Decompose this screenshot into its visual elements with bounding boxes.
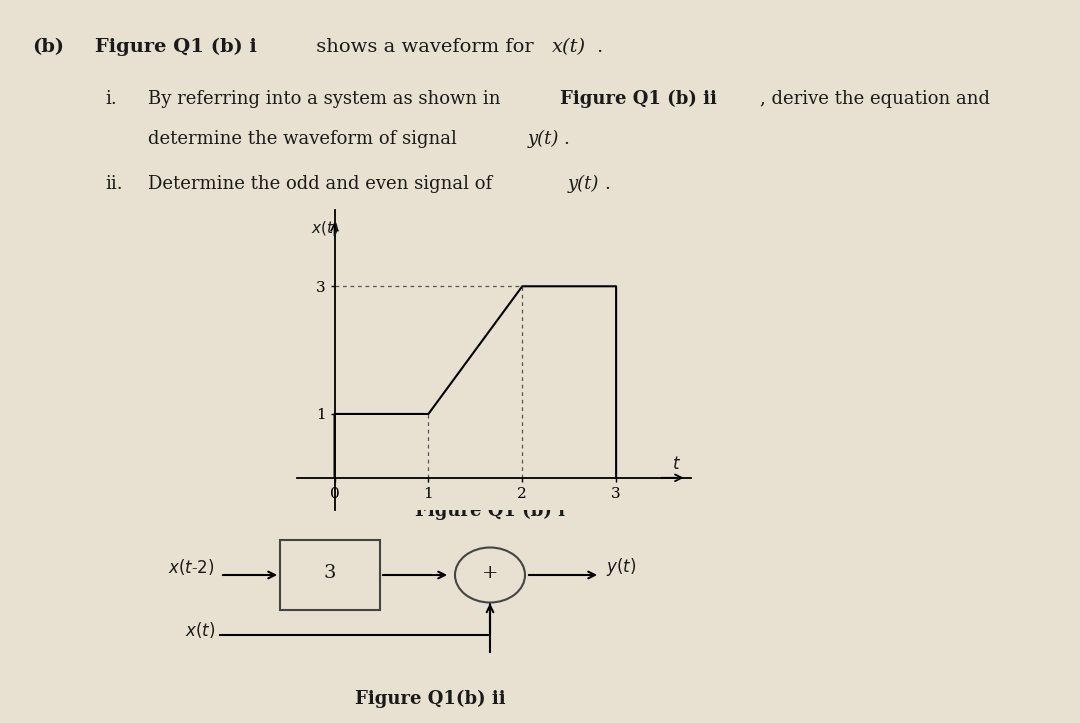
Text: i.: i. xyxy=(105,90,117,108)
Text: 3: 3 xyxy=(324,564,336,582)
Text: Figure Q1 (b) ii: Figure Q1 (b) ii xyxy=(561,90,717,108)
Text: +: + xyxy=(482,564,498,582)
Text: y(t): y(t) xyxy=(528,130,559,148)
Text: (b): (b) xyxy=(32,38,64,56)
Ellipse shape xyxy=(455,547,525,602)
Text: Figure Q1 (b) i: Figure Q1 (b) i xyxy=(95,38,257,56)
Text: $x(t$-$2)$: $x(t$-$2)$ xyxy=(168,557,215,577)
Text: x(t): x(t) xyxy=(552,38,586,56)
Text: y(t): y(t) xyxy=(568,175,599,193)
Text: $t$: $t$ xyxy=(673,456,681,474)
Text: Figure Q1(b) ii: Figure Q1(b) ii xyxy=(354,690,505,709)
Text: ii.: ii. xyxy=(105,175,123,193)
Text: Figure Q1 (b) i: Figure Q1 (b) i xyxy=(415,502,565,521)
Text: Determine the odd and even signal of: Determine the odd and even signal of xyxy=(148,175,498,193)
Text: $x(t)$: $x(t)$ xyxy=(185,620,215,640)
Text: By referring into a system as shown in: By referring into a system as shown in xyxy=(148,90,507,108)
Text: determine the waveform of signal: determine the waveform of signal xyxy=(148,130,462,148)
Text: .: . xyxy=(563,130,569,148)
Text: .: . xyxy=(604,175,610,193)
Text: shows a waveform for: shows a waveform for xyxy=(310,38,540,56)
Text: .: . xyxy=(596,38,603,56)
Text: $y(t)$: $y(t)$ xyxy=(606,556,636,578)
Text: $x(t)$: $x(t)$ xyxy=(311,218,339,236)
Bar xyxy=(280,540,380,610)
Text: , derive the equation and: , derive the equation and xyxy=(760,90,990,108)
